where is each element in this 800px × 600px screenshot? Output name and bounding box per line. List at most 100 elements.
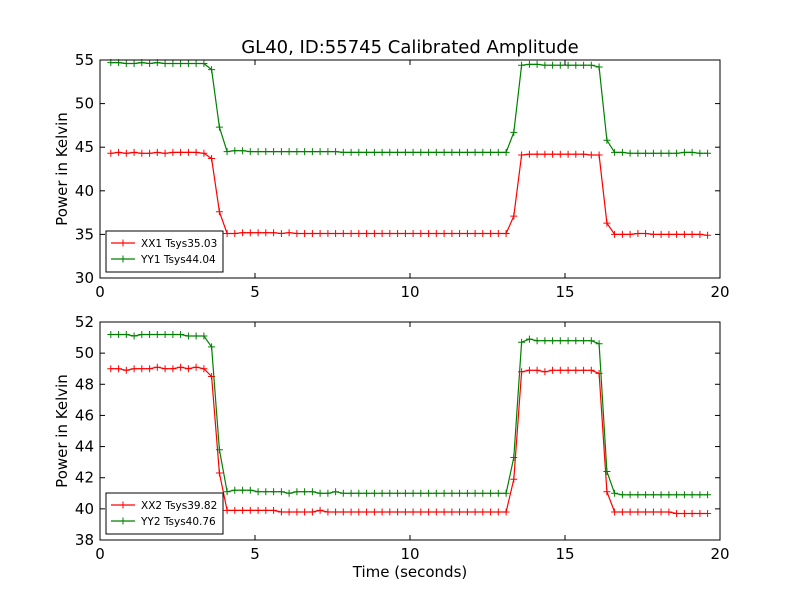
data-point: [440, 230, 448, 237]
data-point: [572, 61, 580, 69]
data-point: [293, 488, 301, 496]
series-line: [110, 333, 708, 496]
data-point: [192, 332, 200, 340]
data-point: [409, 508, 417, 516]
y-tick-label: 38: [75, 531, 94, 549]
x-tick-label: 5: [250, 545, 260, 563]
data-point: [587, 337, 595, 345]
data-point: [270, 148, 278, 156]
data-point: [518, 151, 526, 159]
data-point: [603, 219, 611, 227]
data-point: [471, 489, 479, 497]
data-point: [649, 149, 657, 157]
data-point: [471, 230, 479, 237]
data-point: [339, 508, 347, 516]
data-point: [231, 486, 239, 494]
data-point: [634, 230, 642, 237]
data-point: [107, 365, 115, 373]
data-point: [239, 147, 247, 155]
data-point: [161, 60, 169, 67]
data-point: [549, 61, 557, 69]
data-point: [696, 491, 704, 499]
y-tick-label: 52: [75, 313, 94, 331]
legend: XX1 Tsys35.03 YY1 Tsys44.04: [105, 230, 224, 273]
data-point: [324, 489, 332, 497]
data-point: [456, 230, 464, 237]
data-point: [339, 148, 347, 156]
data-point: [479, 148, 487, 156]
legend-box: [105, 230, 224, 273]
y-axis-label: Power in Kelvin: [53, 374, 71, 488]
data-point: [564, 366, 572, 374]
data-point: [634, 491, 642, 499]
data-point: [169, 148, 177, 156]
series-yy: [107, 59, 712, 157]
data-point: [494, 230, 502, 237]
data-point: [564, 337, 572, 345]
data-point: [277, 508, 285, 516]
data-point: [494, 508, 502, 516]
data-point: [688, 230, 696, 238]
data-point: [626, 230, 634, 238]
data-point: [301, 230, 309, 237]
data-point: [456, 508, 464, 516]
data-point: [177, 148, 185, 156]
legend-entry: YY2 Tsys40.76: [111, 516, 216, 528]
data-point: [587, 151, 595, 159]
series-line: [110, 61, 708, 154]
data-point: [479, 508, 487, 516]
data-point: [316, 230, 324, 237]
data-point: [153, 148, 161, 156]
y-tick-label: 44: [75, 438, 94, 456]
data-point: [285, 489, 293, 497]
data-point: [231, 147, 239, 155]
data-point: [603, 136, 611, 144]
data-point: [587, 366, 595, 374]
data-point: [487, 230, 495, 237]
data-point: [130, 60, 138, 67]
data-point: [347, 230, 355, 237]
data-point: [680, 491, 688, 499]
legend-box: [105, 492, 224, 535]
data-point: [665, 149, 673, 157]
data-point: [549, 366, 557, 374]
data-point: [130, 365, 138, 373]
data-point: [386, 508, 394, 516]
data-point: [394, 489, 402, 497]
data-point: [611, 489, 619, 497]
series-line: [110, 151, 708, 236]
data-point: [425, 508, 433, 516]
data-point: [649, 230, 657, 238]
data-point: [107, 331, 115, 338]
data-point: [370, 508, 378, 516]
data-point: [525, 335, 533, 343]
data-point: [246, 506, 254, 514]
y-tick-label: 45: [75, 138, 94, 156]
data-point: [378, 508, 386, 516]
data-point: [533, 60, 541, 68]
data-point: [463, 230, 471, 237]
data-point: [146, 149, 154, 157]
data-point: [657, 230, 665, 238]
data-point: [316, 489, 324, 497]
data-point: [208, 66, 216, 74]
y-tick-label: 50: [75, 95, 94, 113]
data-point: [463, 508, 471, 516]
data-point: [487, 508, 495, 516]
legend-marker: [119, 501, 127, 509]
data-point: [688, 148, 696, 156]
data-point: [587, 61, 595, 69]
data-point: [363, 148, 371, 156]
data-point: [177, 331, 185, 338]
data-point: [316, 506, 324, 514]
data-point: [572, 150, 580, 158]
data-point: [556, 150, 564, 158]
data-point: [541, 368, 549, 376]
data-point: [642, 508, 650, 516]
data-point: [642, 491, 650, 499]
data-point: [355, 508, 363, 516]
data-point: [386, 489, 394, 497]
data-point: [425, 489, 433, 497]
data-point: [463, 148, 471, 156]
